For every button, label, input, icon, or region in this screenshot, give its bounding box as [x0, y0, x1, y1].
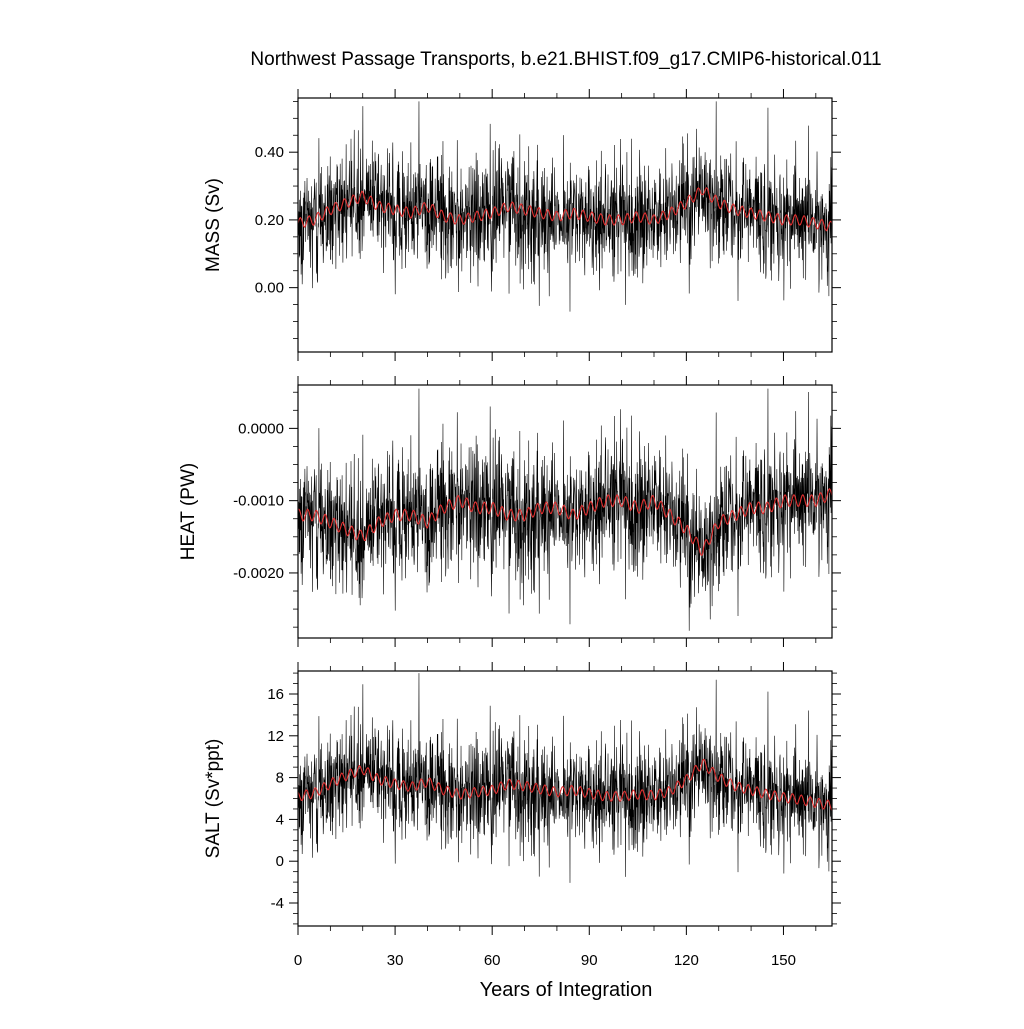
chart-title: Northwest Passage Transports, b.e21.BHIS… [250, 49, 881, 70]
y-tick-label-1-2: 0.20 [255, 212, 284, 229]
panel-frame-1 [297, 97, 833, 353]
x-tick-label-6: 150 [771, 952, 796, 969]
panel-1: 0.00 0.20 0.40 MASS (Sv) [203, 89, 841, 361]
x-axis-label: Years of Integration [480, 979, 653, 1001]
y-axis-label-2: HEAT (PW) [178, 463, 199, 560]
y-tick-label-3-1: -4 [271, 895, 284, 912]
series-smoothed-3 [298, 758, 832, 811]
y-tick-label-2-3: -0.0020 [233, 565, 284, 582]
y-tick-label-3-2: 0 [276, 853, 284, 870]
x-tick-label-3: 60 [484, 952, 501, 969]
panel-2: 0.0000 -0.0010 -0.0020 HEAT (PW) [178, 376, 841, 647]
panel-3: -4 0 4 8 12 16 SALT (Sv*ppt) [203, 662, 841, 935]
y-tick-label-1-1: 0.00 [255, 280, 284, 297]
y-tick-label-2-2: -0.0010 [233, 493, 284, 510]
y-tick-label-3-6: 16 [267, 686, 284, 703]
series-monthly-1 [298, 101, 832, 312]
series-monthly-3 [298, 673, 832, 883]
x-tick-label-4: 90 [581, 952, 598, 969]
y-axis-label-3: SALT (Sv*ppt) [203, 739, 224, 859]
x-tick-label-2: 30 [387, 952, 404, 969]
y-tick-label-3-5: 12 [267, 728, 284, 745]
panel-frame-2 [297, 384, 833, 639]
x-tick-label-5: 120 [674, 952, 699, 969]
y-tick-label-2-1: 0.0000 [238, 420, 284, 437]
series-smoothed-2 [298, 487, 832, 557]
y-axis-label-1: MASS (Sv) [203, 178, 224, 272]
y-tick-label-3-3: 4 [276, 811, 284, 828]
y-tick-label-3-4: 8 [276, 770, 284, 787]
y-tick-label-1-3: 0.40 [255, 144, 284, 161]
series-monthly-2 [298, 388, 832, 631]
series-smoothed-1 [298, 186, 832, 232]
x-tick-label-1: 0 [294, 952, 302, 969]
